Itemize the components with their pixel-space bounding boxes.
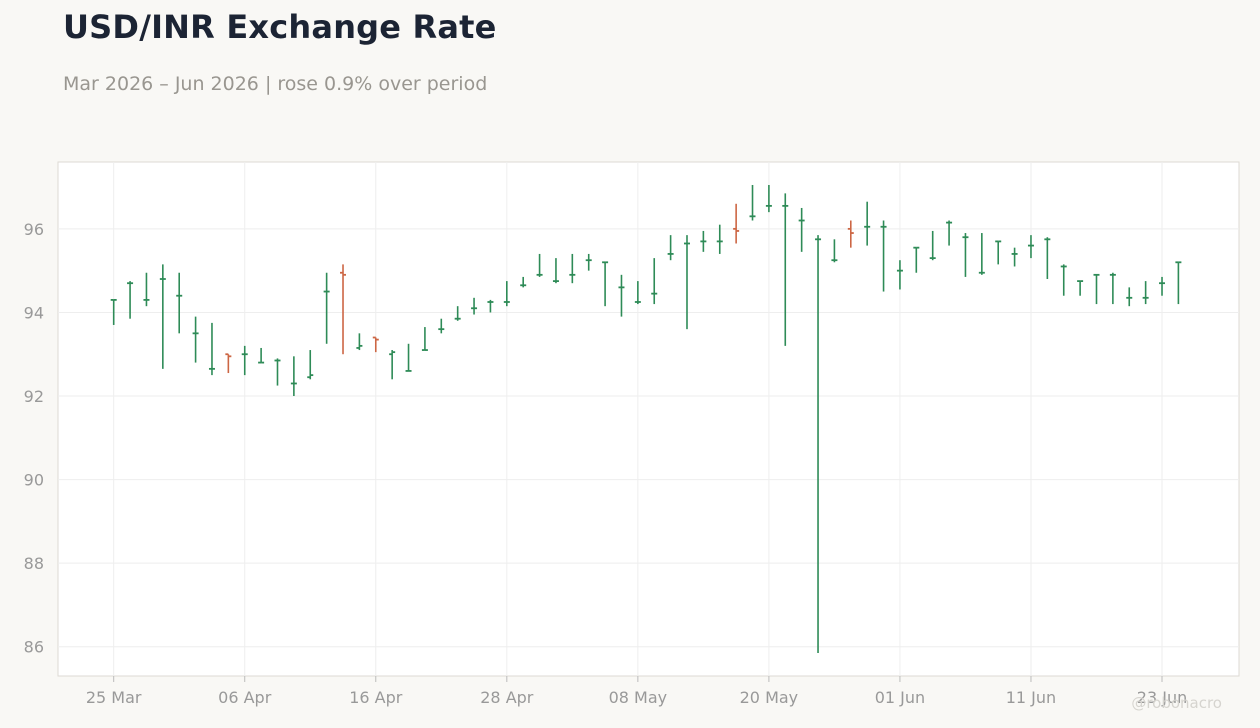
ohlc-bar [1159, 276, 1166, 296]
chart-title: USD/INR Exchange Rate [63, 8, 497, 46]
ohlc-bar [1142, 281, 1149, 305]
ohlc-bar [749, 184, 756, 221]
ohlc-bar [602, 261, 609, 307]
ohlc-bar [520, 276, 527, 288]
ohlc-bar [421, 327, 428, 351]
ohlc-bar [962, 233, 969, 277]
ohlc-bar [569, 253, 576, 284]
plot-area [57, 161, 1240, 677]
ohlc-bar [340, 264, 347, 355]
ohlc-bar [1044, 237, 1051, 280]
grid-lines [58, 162, 1239, 676]
ohlc-bar [389, 350, 396, 380]
ohlc-bar [782, 193, 789, 346]
y-tick-label: 90 [24, 471, 44, 490]
ohlc-bar [503, 281, 510, 307]
ohlc-bar [143, 272, 150, 307]
ohlc-bar [667, 235, 674, 261]
ohlc-bar [929, 230, 936, 261]
ohlc-bar [733, 203, 740, 244]
ohlc-bar [1109, 272, 1116, 305]
ohlc-bar [110, 299, 117, 325]
ohlc-bar [831, 239, 838, 263]
ohlc-bar [208, 322, 215, 376]
ohlc-bar [176, 272, 183, 334]
ohlc-bar [274, 358, 281, 386]
ohlc-bar [1093, 273, 1100, 305]
x-tick-label: 28 Apr [480, 688, 534, 707]
watermark: @robonacro [1131, 694, 1222, 712]
ohlc-bar [1060, 264, 1067, 296]
ohlc-bar [946, 220, 953, 246]
x-tick-label: 23 Jun [1137, 688, 1187, 707]
ohlc-bar [192, 316, 199, 363]
x-tick-label: 16 Apr [349, 688, 403, 707]
ohlc-bar [995, 240, 1002, 265]
ohlc-bar [225, 353, 232, 374]
x-tick-label: 20 May [740, 688, 799, 707]
x-axis-ticks: 25 Mar 06 Apr 16 Apr 28 Apr 08 May 20 May 01 J… [86, 676, 1187, 707]
ohlc-bars [110, 184, 1182, 654]
x-tick-label: 11 Jun [1006, 688, 1056, 707]
ohlc-bar [552, 258, 559, 284]
ohlc-bar [634, 281, 641, 305]
y-tick-label: 94 [24, 303, 44, 322]
ohlc-bar [880, 220, 887, 292]
ohlc-bar [536, 253, 543, 277]
ohlc-bar [683, 235, 690, 330]
x-tick-label: 06 Apr [218, 688, 272, 707]
ohlc-bar [307, 350, 314, 380]
y-tick-label: 88 [24, 554, 44, 573]
ohlc-bar [241, 345, 248, 376]
ohlc-bar [978, 233, 985, 275]
ohlc-bar [323, 272, 330, 344]
ohlc-bar [896, 260, 903, 290]
y-axis-ticks: 86 88 90 92 94 96 [24, 220, 44, 657]
ohlc-bar [127, 281, 134, 319]
ohlc-bar [765, 184, 772, 213]
ohlc-bar [1011, 247, 1018, 267]
ohlc-bar [159, 264, 166, 369]
ohlc-bar [1077, 280, 1084, 296]
y-tick-label: 92 [24, 387, 44, 406]
ohlc-bar [618, 274, 625, 317]
ohlc-bar [847, 220, 854, 248]
ohlc-bar [290, 356, 297, 397]
ohlc-bar [1175, 261, 1182, 305]
ohlc-bar [356, 333, 363, 351]
ohlc-bar [454, 306, 461, 321]
ohlc-bar [372, 336, 379, 353]
ohlc-bar [1126, 287, 1133, 307]
ohlc-bar [1027, 235, 1034, 259]
ohlc-bar [700, 230, 707, 252]
ohlc-bar [864, 201, 871, 246]
y-tick-label: 96 [24, 220, 44, 239]
ohlc-bar [487, 299, 494, 313]
x-tick-label: 08 May [609, 688, 668, 707]
ohlc-bar [405, 343, 412, 372]
x-tick-label: 25 Mar [86, 688, 142, 707]
ohlc-bar [585, 253, 592, 271]
ohlc-bar [815, 235, 822, 654]
x-tick-label: 01 Jun [875, 688, 925, 707]
ohlc-bar [798, 207, 805, 252]
chart-subtitle: Mar 2026 – Jun 2026 | rose 0.9% over per… [63, 73, 488, 95]
ohlc-bar [651, 258, 658, 305]
y-tick-label: 86 [24, 638, 44, 657]
ohlc-bar [438, 318, 445, 334]
ohlc-bar [913, 246, 920, 273]
ohlc-bar [716, 224, 723, 254]
ohlc-bar [258, 347, 265, 364]
ohlc-bar [471, 297, 478, 315]
